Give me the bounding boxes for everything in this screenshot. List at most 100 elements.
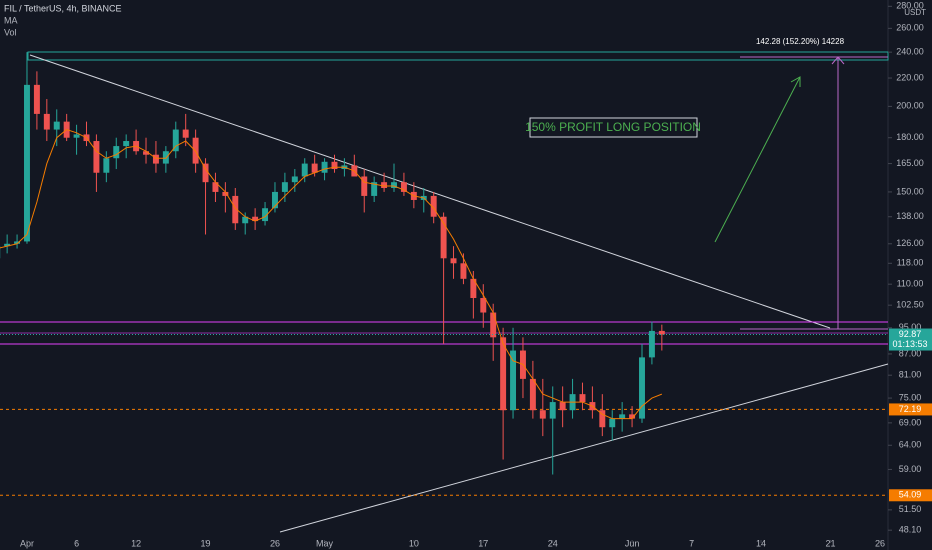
x-tick-label: 6 — [74, 538, 79, 548]
candle-body — [123, 141, 130, 147]
y-tick-label: 138.00 — [896, 211, 924, 221]
x-tick-label: Jun — [625, 538, 640, 548]
last-price-box — [889, 328, 932, 351]
x-tick-label: 14 — [756, 538, 766, 548]
countdown: 01:13:53 — [892, 339, 927, 349]
candle-body — [400, 182, 407, 192]
candle-body — [73, 134, 80, 138]
candle-body — [281, 182, 288, 192]
y-tick-label: 180.00 — [896, 132, 924, 142]
candle-body — [331, 161, 338, 170]
y-tick-label: 165.00 — [896, 158, 924, 168]
x-tick-label: Apr — [20, 538, 34, 548]
y-tick-label: 64.00 — [899, 440, 922, 450]
annotation-box — [529, 117, 698, 138]
candle-body — [391, 182, 397, 188]
y-tick-label: 280.00 — [896, 1, 924, 11]
y-tick-label: 95.00 — [899, 322, 922, 332]
candle-body — [619, 414, 626, 419]
trendline — [29, 54, 831, 329]
indicator: MA — [4, 15, 18, 25]
arrowhead — [790, 76, 801, 87]
y-tick-label: 102.50 — [896, 300, 924, 310]
title: FIL / TetherUS, 4h, BINANCE — [4, 3, 122, 13]
candle-body — [510, 350, 517, 411]
candle-body — [252, 216, 259, 222]
candle-body — [559, 402, 566, 411]
currency: USDT — [904, 8, 926, 17]
x-tick-label: 7 — [689, 538, 694, 548]
candle-body — [629, 414, 636, 419]
x-tick-label: 26 — [875, 538, 885, 548]
arrow — [714, 76, 801, 243]
ma-line — [0, 128, 663, 420]
candle-body — [53, 121, 60, 130]
x-tick-label: 19 — [201, 538, 211, 548]
x-tick-label: 26 — [270, 538, 280, 548]
candle-body — [539, 410, 546, 419]
x-tick-label: 17 — [478, 538, 488, 548]
y-tick-label: 48.10 — [899, 525, 922, 535]
level-label: 72.19 — [899, 404, 922, 414]
candle-body — [658, 330, 665, 335]
y-tick-label: 110.00 — [897, 279, 924, 289]
candle-body — [4, 243, 11, 247]
x-tick-label: 24 — [548, 538, 558, 548]
candle-body — [202, 163, 209, 183]
candle-body — [152, 154, 159, 164]
x-tick-label: May — [316, 538, 334, 548]
candle-body — [361, 176, 368, 196]
candle-body — [321, 161, 328, 173]
y-tick-label: 118.00 — [897, 258, 924, 268]
candle-body — [242, 216, 249, 224]
x-tick-label: 10 — [409, 538, 419, 548]
candle-body — [212, 182, 219, 192]
candle-body — [182, 129, 189, 138]
candle-body — [648, 330, 655, 358]
candle-body — [480, 298, 487, 313]
candle-body — [14, 241, 21, 244]
candle-body — [599, 410, 606, 428]
y-tick-label: 51.50 — [899, 504, 922, 514]
candle-body — [529, 378, 536, 411]
candle-body — [93, 141, 100, 173]
candle-body — [579, 394, 586, 403]
candle-body — [172, 129, 179, 152]
last-price: 92.87 — [899, 329, 922, 339]
y-tick-label: 220.00 — [896, 72, 924, 82]
y-tick-label: 69.00 — [899, 417, 922, 427]
candle-body — [24, 84, 30, 242]
y-tick-label: 200.00 — [896, 101, 924, 111]
indicator: Vol — [4, 27, 17, 37]
y-tick-label: 75.00 — [899, 392, 922, 402]
candle-body — [232, 195, 239, 224]
level-label: 54.09 — [899, 490, 922, 500]
candle-body — [222, 191, 229, 196]
candle-body — [33, 84, 40, 114]
candle-body — [43, 113, 50, 130]
measure-label: 142.28 (152.20%) 14228 — [756, 37, 845, 46]
candle-body — [113, 146, 120, 159]
price-axis — [888, 0, 932, 550]
candle-body — [440, 216, 447, 259]
measure-arrowhead — [831, 56, 845, 65]
candle-body — [143, 151, 149, 155]
candle-body — [450, 258, 457, 264]
candle-body — [490, 312, 497, 338]
candle-body — [262, 208, 269, 222]
y-tick-label: 87.00 — [899, 348, 922, 358]
candle-body — [430, 195, 437, 217]
x-tick-label: 21 — [825, 538, 835, 548]
level-box — [889, 403, 932, 416]
target-zone — [27, 51, 889, 61]
y-tick-label: 59.00 — [899, 464, 922, 474]
candle-body — [311, 163, 318, 173]
trendline — [279, 363, 889, 533]
candle-body — [500, 337, 507, 411]
y-tick-label: 260.00 — [896, 23, 924, 33]
y-tick-label: 240.00 — [896, 47, 924, 57]
candle-body — [162, 151, 169, 164]
candle-body — [381, 182, 388, 188]
